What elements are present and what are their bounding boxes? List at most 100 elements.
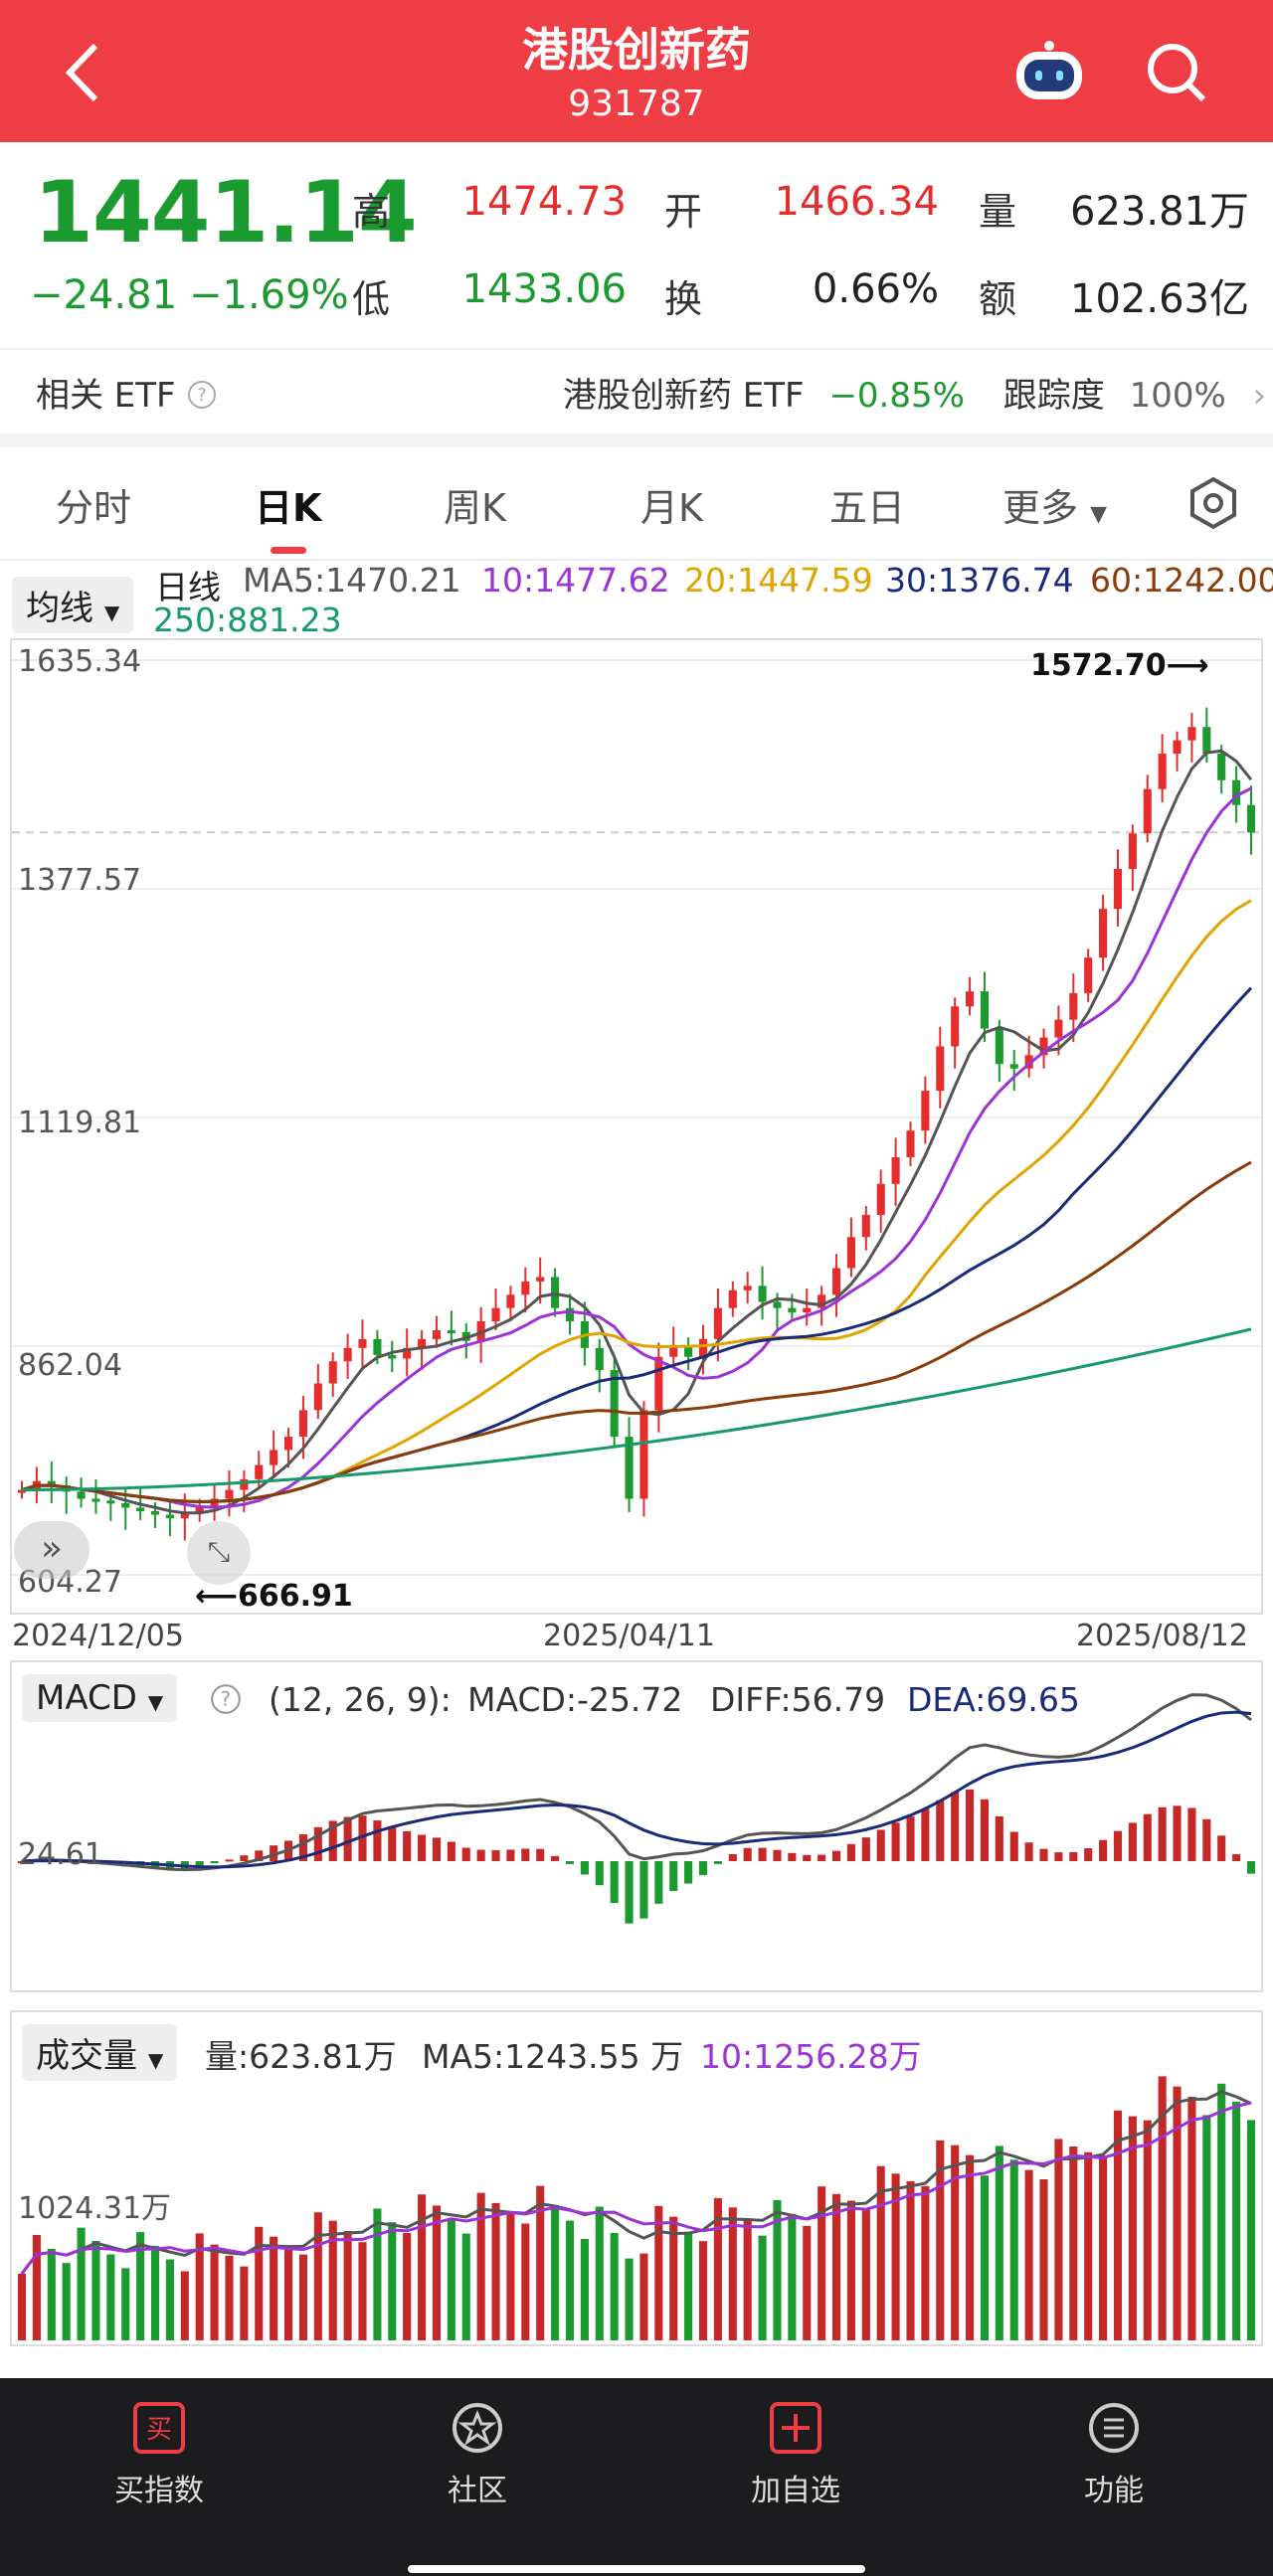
help-icon[interactable]: ? [209,1682,243,1716]
macd-bar [713,1861,722,1864]
nav-functions[interactable]: 功能 [1024,2400,1203,2509]
candle-body [1113,868,1123,910]
robot-assistant-icon[interactable] [1010,40,1088,107]
volume-bar [506,2213,515,2340]
tab-monthly-k[interactable]: 月K [640,486,703,530]
volume-bar [951,2145,960,2340]
search-icon[interactable] [1144,40,1209,105]
volume-bar [32,2235,41,2340]
kline-chart[interactable] [10,638,1263,1615]
date-mid: 2025/04/11 [543,1619,715,1653]
candle-body [921,1091,930,1131]
ma250-value: 250:881.23 [153,601,342,639]
macd-bar [966,1789,975,1861]
macd-bar [1084,1848,1093,1861]
etf-name: 港股创新药 ETF [563,376,805,416]
volume-bar [788,2213,797,2340]
candle-body [1084,957,1093,993]
volume-bar [1128,2116,1137,2340]
macd-bar [1039,1848,1048,1861]
macd-chart[interactable] [10,1660,1263,1992]
etf-link[interactable]: 港股创新药 ETF −0.85% 跟踪度 100% › [563,368,1266,417]
candle-body [328,1361,337,1384]
macd-bar [328,1820,337,1861]
macd-bar [728,1854,737,1861]
tab-daily-k[interactable]: 日K [255,486,322,530]
candle-body [47,1480,56,1486]
high-value: 1474.73 [461,179,627,225]
macd-canvas [17,1693,1256,1924]
volume-bar [403,2233,412,2340]
candle-body [1232,779,1241,805]
help-icon[interactable]: ? [186,379,218,411]
volume-y-label: 1024.31万 [18,2191,172,2226]
candle-body [77,1491,86,1499]
candle-body [210,1498,219,1508]
candle-body [121,1502,130,1508]
volume-bar [373,2208,382,2340]
candle-body [788,1307,797,1313]
candle-body [91,1498,100,1502]
macd-bar [388,1826,397,1861]
candle-body [758,1286,767,1302]
macd-bar [358,1815,367,1861]
volume-bar [758,2235,767,2340]
back-icon[interactable] [58,38,107,107]
tab-five-day[interactable]: 五日 [829,486,906,530]
volume-chart[interactable] [10,2010,1263,2346]
expand-arrows-icon[interactable]: » [14,1521,90,1579]
nav-community[interactable]: 社区 [388,2400,567,2509]
volume-bar [1054,2139,1063,2340]
candle-body [565,1307,575,1322]
volume-bar [698,2241,708,2340]
volume-bar [1143,2120,1152,2340]
candle-body [639,1410,648,1499]
tab-intraday[interactable]: 分时 [56,486,132,530]
volume-bar [818,2186,826,2340]
macd-bar [654,1861,663,1904]
volume-bar [17,2273,27,2340]
volume-ma10-line [20,2101,1252,2275]
nav-buy-index[interactable]: 买 买指数 [70,2400,249,2509]
volume-bar [980,2175,989,2340]
macd-bar [1187,1807,1196,1861]
related-etf-label[interactable]: 相关 ETF ? [36,368,218,417]
macd-bar [891,1822,900,1861]
candle-body [1039,1037,1048,1056]
current-price: 1441.14 [34,163,418,262]
divider [0,348,1273,350]
volume-bar [418,2194,427,2340]
macd-bar [861,1837,870,1861]
volume-bar [728,2207,737,2340]
ma10-value: 10:1477.62 [481,561,670,600]
candle-body [432,1329,442,1339]
ma250-line [21,1327,1252,1492]
volume-bar [846,2200,855,2340]
volume-value: 623.81万 [1070,189,1249,235]
macd-bar [846,1843,855,1861]
candle-body [255,1464,264,1479]
tab-more[interactable]: 更多 ▼ [1002,477,1107,532]
fullscreen-icon[interactable]: ⤡ [187,1521,251,1585]
candle-body [521,1281,530,1295]
ma-selector[interactable]: 均线 ▼ [12,577,134,633]
candle-body [654,1356,663,1411]
volume-bar [136,2232,145,2340]
volume-selector[interactable]: 成交量 ▼ [22,2024,178,2081]
volume-bar [713,2197,722,2340]
macd-selector[interactable]: MACD ▼ [22,1674,178,1722]
caret-down-icon: ▼ [1090,502,1108,527]
volume-bar [150,2245,160,2340]
candle-body [240,1478,249,1490]
svg-text:?: ? [198,385,208,406]
volume-bar [1217,2083,1226,2340]
candle-body [403,1347,412,1359]
related-etf-text: 相关 ETF [36,376,176,416]
y-label-top: 1635.34 [18,644,142,679]
ma30-line [21,986,1253,1504]
candle-body [891,1156,900,1184]
chart-settings-icon[interactable] [1185,475,1241,531]
tab-weekly-k[interactable]: 周K [444,486,506,530]
nav-add-watchlist[interactable]: 加自选 [706,2400,885,2509]
candle-body [270,1450,278,1465]
